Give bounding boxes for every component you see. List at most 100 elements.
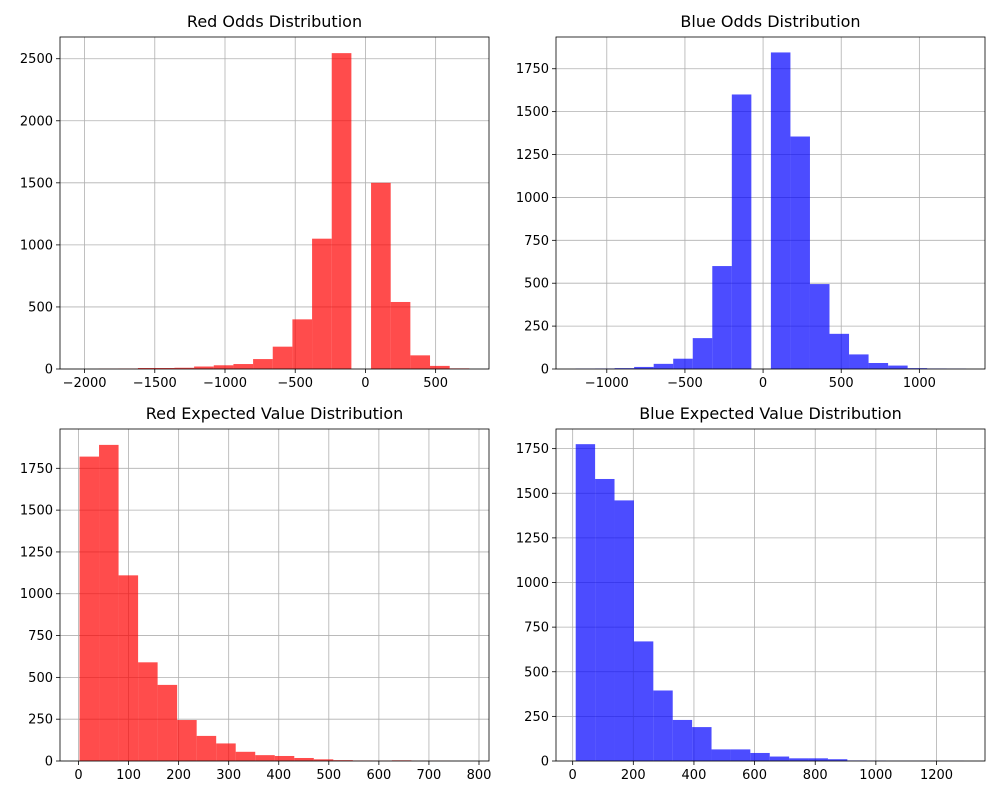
y-tick-label: 250	[524, 710, 549, 725]
y-tick-label: 1000	[516, 191, 549, 206]
histogram-bar	[849, 354, 869, 369]
x-tick-label: 600	[366, 768, 391, 783]
histogram-bar	[216, 743, 236, 761]
y-tick-label: 1500	[516, 487, 549, 502]
histogram-bar	[731, 94, 752, 370]
y-tick-label: 1250	[516, 531, 549, 546]
x-tick-label: 200	[166, 768, 191, 783]
y-tick-label: 750	[524, 234, 549, 249]
histogram-bar	[614, 368, 635, 369]
x-tick-label: 1000	[859, 768, 892, 783]
x-tick-label: 100	[116, 768, 141, 783]
histogram-bar	[390, 301, 411, 369]
y-tick-label: 250	[28, 713, 53, 728]
y-tick-label: 1500	[20, 176, 53, 191]
x-tick-label: 1000	[903, 376, 936, 391]
histogram-bar	[292, 319, 313, 369]
y-tick-label: 1250	[20, 545, 53, 560]
chart-title: Blue Expected Value Distribution	[639, 404, 902, 423]
y-tick-label: 1000	[20, 238, 53, 253]
histogram-bar	[789, 758, 809, 761]
histogram-bar	[272, 346, 293, 369]
x-tick-label: 0	[361, 376, 369, 391]
y-tick-label: 1000	[516, 576, 549, 591]
histogram-bar	[614, 500, 634, 761]
histogram-bar	[575, 444, 596, 761]
y-tick-label: 1750	[516, 62, 549, 77]
histogram-bar	[371, 182, 391, 369]
y-tick-label: 500	[524, 277, 549, 292]
histogram-bar	[907, 368, 928, 369]
histogram-bar	[194, 366, 214, 369]
y-tick-label: 2000	[20, 114, 53, 129]
y-tick-label: 1250	[516, 148, 549, 163]
histogram-bar	[634, 366, 654, 369]
x-tick-label: 400	[682, 768, 707, 783]
histogram-bar	[294, 757, 314, 761]
x-tick-label: −500	[277, 376, 313, 391]
histogram-bar	[827, 759, 848, 761]
histogram-bar	[829, 333, 850, 369]
histogram-bar	[333, 760, 353, 761]
x-tick-label: 500	[316, 768, 341, 783]
y-tick-label: 750	[28, 629, 53, 644]
histogram-bar	[331, 53, 352, 369]
plot-area: −1000 −500 0 500 1000 0 250 500 750 1000 1250 1500 1…	[516, 36, 986, 391]
axes-frame	[555, 428, 986, 762]
histogram-bar	[177, 720, 197, 761]
x-tick-label: 500	[423, 376, 448, 391]
y-tick-label: 0	[541, 755, 549, 770]
panel-blue-odds: Blue Odds Distribution −1000 −500 0 500 1000…	[516, 12, 986, 391]
x-tick-label: −1000	[203, 376, 247, 391]
histogram-bar	[769, 756, 790, 761]
histogram-bar	[235, 751, 256, 761]
plot-area: 0 200 400 600 800 1000 1200 0 250 500 750 1000 1250 1…	[516, 428, 986, 783]
y-tick-label: 1750	[516, 442, 549, 457]
x-tick-label: 800	[467, 768, 492, 783]
y-tick-label: 250	[524, 320, 549, 335]
histogram-bar	[430, 365, 450, 369]
plot-area: 0 100 200 300 400 500 600 700 800 0 250 500 750 1000 1…	[20, 428, 492, 783]
x-tick-label: 800	[803, 768, 828, 783]
x-tick-label: −500	[667, 376, 703, 391]
x-tick-label: 600	[742, 768, 767, 783]
x-tick-label: 0	[74, 768, 82, 783]
x-tick-label: 300	[216, 768, 241, 783]
y-tick-label: 500	[524, 665, 549, 680]
x-tick-label: 0	[759, 376, 767, 391]
y-tick-label: 1500	[20, 504, 53, 519]
x-tick-label: 700	[417, 768, 442, 783]
histogram-bar	[138, 662, 158, 761]
histogram-bar	[692, 727, 712, 761]
histogram-bar	[410, 355, 431, 369]
axes-frame	[555, 36, 986, 370]
panel-red-expected-value: Red Expected Value Distribution 0 100 200 3…	[20, 404, 491, 783]
histogram-bar	[253, 359, 273, 369]
y-tick-label: 1000	[20, 587, 53, 602]
y-tick-label: 1500	[516, 105, 549, 120]
histogram-bar	[213, 365, 234, 369]
histogram-bar	[595, 478, 615, 761]
y-tick-label: 2500	[20, 52, 53, 67]
x-tick-label: 1200	[920, 768, 953, 783]
histogram-bar	[312, 238, 332, 369]
histogram-bar	[157, 684, 178, 761]
y-tick-label: 500	[28, 671, 53, 686]
histogram-bar	[809, 284, 830, 369]
histogram-bar	[808, 758, 828, 761]
histogram-bar	[196, 735, 217, 761]
x-tick-label: 0	[569, 768, 577, 783]
histogram-bar	[770, 52, 791, 369]
histogram-bar	[99, 444, 119, 761]
plot-area: −2000 −1500 −1000 −500 0 500 0 500 1000 1500 2000 2…	[20, 36, 490, 391]
histogram-bar	[274, 755, 295, 761]
y-tick-label: 500	[28, 300, 53, 315]
histogram-bar	[712, 266, 732, 369]
histogram-bar	[653, 690, 673, 761]
x-tick-label: −2000	[63, 376, 107, 391]
histogram-bar	[255, 755, 275, 761]
x-tick-label: −1000	[585, 376, 629, 391]
x-tick-label: 200	[621, 768, 646, 783]
histogram-bar	[653, 363, 674, 369]
